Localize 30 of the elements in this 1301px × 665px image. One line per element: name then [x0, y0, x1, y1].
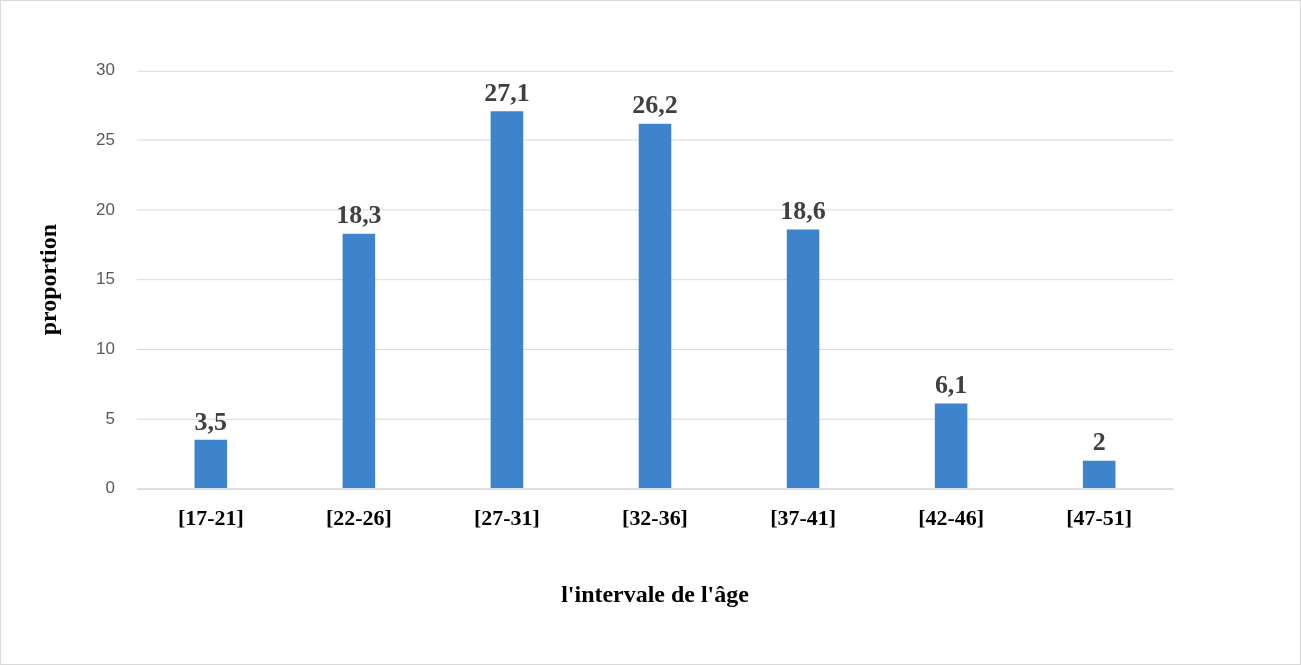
x-tick-label: [37-41]	[770, 505, 836, 531]
y-tick-label: 5	[105, 408, 115, 428]
bar	[638, 123, 672, 489]
bar	[786, 229, 820, 489]
bar	[194, 439, 228, 489]
data-label: 6,1	[934, 370, 968, 400]
data-label: 26,2	[632, 90, 678, 120]
x-tick-label: [17-21]	[177, 505, 244, 531]
data-label: 3,5	[194, 406, 228, 436]
y-tick-label: 0	[105, 478, 115, 498]
bar	[342, 233, 376, 489]
x-axis-title: l'intervale de l'âge	[561, 581, 749, 607]
data-label: 2	[1092, 427, 1106, 457]
x-tick-label: [42-46]	[918, 505, 985, 531]
x-tick-label: [22-26]	[325, 505, 392, 531]
bar	[490, 111, 524, 489]
y-tick-label: 30	[95, 60, 115, 80]
y-tick-label: 15	[95, 269, 115, 289]
y-tick-label: 25	[95, 130, 115, 150]
bar	[934, 403, 968, 489]
y-tick-label: 10	[95, 338, 115, 358]
data-label: 27,1	[484, 77, 530, 107]
bar	[1082, 460, 1116, 489]
x-tick-label: [27-31]	[474, 505, 540, 531]
x-tick-label: [32-36]	[622, 505, 688, 531]
x-tick-label: [47-51]	[1066, 505, 1133, 531]
data-label: 18,3	[336, 200, 382, 230]
y-axis-title: proportion	[34, 224, 61, 336]
y-tick-label: 20	[95, 199, 115, 219]
data-label: 18,6	[780, 196, 826, 226]
